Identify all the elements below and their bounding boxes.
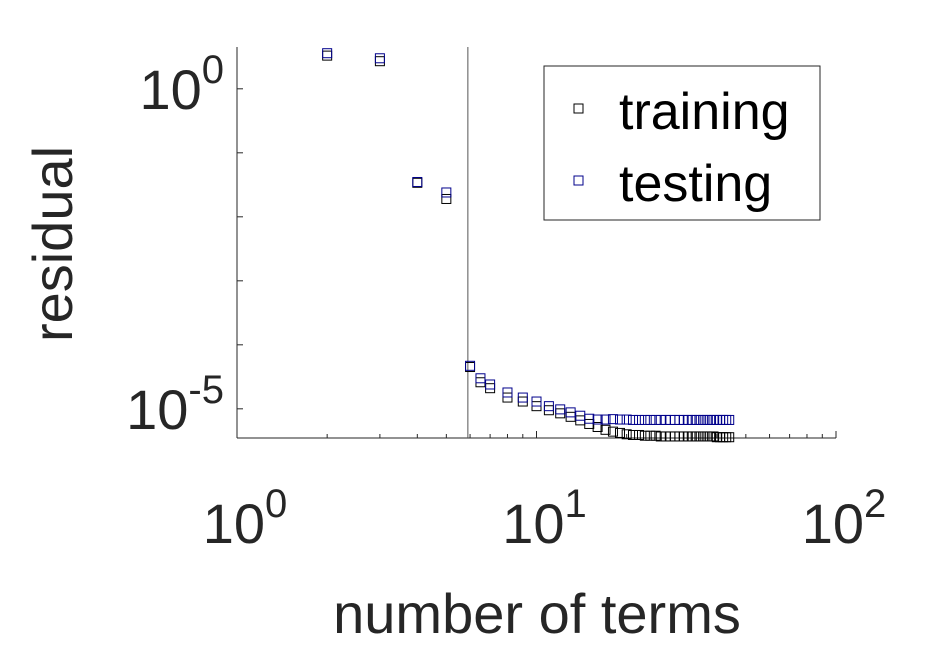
data-markers [322, 48, 735, 443]
series-testing [322, 48, 735, 425]
x-tick-label: 102 [802, 482, 887, 555]
legend-marker-training [573, 103, 584, 114]
x-tick-label-base: 10 [502, 492, 564, 555]
data-point-testing [715, 414, 726, 425]
data-point-testing [322, 48, 333, 59]
data-point-testing [517, 392, 528, 403]
data-point-testing [634, 414, 645, 425]
legend-label-training: training [619, 83, 790, 141]
data-point-testing [584, 413, 595, 424]
x-tick-label-base: 10 [802, 492, 864, 555]
data-point-testing [465, 360, 476, 371]
data-point-training [441, 193, 452, 204]
data-point-testing [565, 407, 576, 418]
data-point-training [584, 418, 595, 429]
data-point-testing [543, 401, 554, 412]
data-point-training [322, 50, 333, 61]
data-point-training [639, 430, 650, 441]
y-tick-label-exponent: -5 [188, 368, 224, 412]
y-tick-label: 100 [139, 48, 224, 121]
data-point-testing [724, 414, 735, 425]
y-tick-label: 10-5 [126, 368, 224, 441]
data-point-testing [555, 404, 566, 415]
x-axis-title: number of terms [333, 582, 741, 645]
x-tick-label: 101 [502, 482, 587, 555]
data-point-testing [600, 414, 611, 425]
data-point-testing [531, 396, 542, 407]
data-point-training [650, 430, 661, 441]
data-point-training [724, 432, 735, 443]
data-point-testing [628, 414, 639, 425]
data-point-training [555, 408, 566, 419]
data-point-testing [705, 414, 716, 425]
legend-label-testing: testing [619, 155, 772, 213]
data-point-training [645, 430, 656, 441]
data-point-testing [621, 414, 632, 425]
data-point-training [705, 431, 716, 442]
data-point-training [628, 429, 639, 440]
data-point-training [502, 392, 513, 403]
data-point-testing [650, 414, 661, 425]
y-tick-label-exponent: 0 [202, 48, 224, 92]
data-point-testing [711, 414, 722, 425]
y-tick-label-base: 10 [126, 378, 188, 441]
data-point-testing [614, 414, 625, 425]
y-tick-label-base: 10 [139, 58, 201, 121]
data-point-training [607, 426, 618, 437]
y-axis-title: residual [21, 146, 84, 342]
data-point-training [485, 383, 496, 394]
data-point-testing [645, 414, 656, 425]
x-tick-label: 100 [203, 482, 288, 555]
data-point-training [708, 431, 719, 442]
data-point-testing [441, 187, 452, 198]
data-point-testing [475, 373, 486, 384]
x-tick-label-exponent: 0 [265, 482, 287, 526]
data-point-training [374, 56, 385, 67]
data-point-testing [412, 176, 423, 187]
data-point-testing [374, 53, 385, 64]
x-tick-label-base: 10 [203, 492, 265, 555]
data-point-training [592, 421, 603, 432]
data-point-testing [485, 379, 496, 390]
x-tick-label-exponent: 2 [864, 482, 886, 526]
data-point-testing [721, 414, 732, 425]
axes [236, 47, 837, 439]
data-point-training [475, 377, 486, 388]
data-point-training [634, 429, 645, 440]
data-point-testing [592, 414, 603, 425]
data-point-testing [639, 414, 650, 425]
legend: training testing [543, 65, 821, 221]
legend-marker-testing [573, 175, 584, 186]
data-point-training [621, 429, 632, 440]
data-point-training [614, 427, 625, 438]
legend-box [543, 65, 821, 221]
data-point-training [412, 177, 423, 188]
data-point-training [600, 424, 611, 435]
data-point-training [517, 396, 528, 407]
data-point-training [721, 432, 732, 443]
data-point-testing [708, 414, 719, 425]
x-tick-label-exponent: 1 [565, 482, 587, 526]
data-point-testing [607, 414, 618, 425]
data-point-testing [718, 414, 729, 425]
data-point-testing [502, 387, 513, 398]
data-point-training [718, 432, 729, 443]
